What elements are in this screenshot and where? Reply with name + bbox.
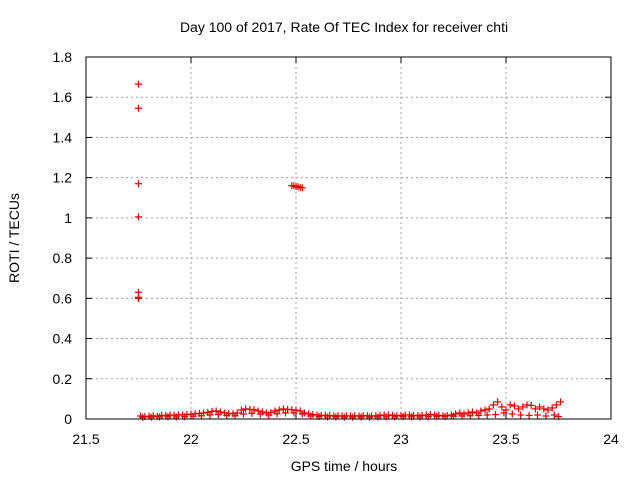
x-axis-title: GPS time / hours: [291, 458, 398, 474]
data-point: [458, 412, 466, 420]
data-point: [548, 404, 556, 412]
data-point: [542, 412, 550, 420]
data-point: [552, 401, 560, 409]
data-point: [483, 411, 491, 419]
y-tick-label: 0.4: [53, 331, 73, 347]
x-tick-label: 23.5: [492, 431, 519, 447]
data-point: [531, 405, 539, 413]
data-point: [147, 413, 155, 421]
data-point: [248, 409, 256, 417]
data-point: [468, 408, 476, 416]
data-point: [506, 401, 514, 409]
data-point: [290, 409, 298, 417]
data-point: [139, 413, 147, 421]
data-point: [525, 411, 533, 419]
y-tick-label: 0.8: [53, 250, 73, 266]
data-point: [298, 184, 306, 192]
data-point: [515, 405, 523, 413]
chart-title: Day 100 of 2017, Rate Of TEC Index for r…: [180, 19, 508, 35]
data-point: [282, 409, 289, 417]
data-point: [489, 401, 497, 409]
data-point: [475, 411, 483, 419]
data-point: [508, 410, 516, 418]
data-point: [212, 407, 220, 415]
data-point: [536, 403, 544, 411]
y-axis-title: ROTI / TECUs: [6, 193, 22, 283]
data-point: [485, 405, 493, 413]
data-point: [519, 403, 527, 411]
data-point: [540, 405, 548, 413]
data-point: [250, 406, 258, 414]
data-point: [231, 412, 239, 420]
y-tick-label: 1.6: [53, 89, 73, 105]
data-point: [498, 403, 506, 411]
y-tick-label: 0.6: [53, 290, 73, 306]
data-point: [534, 411, 541, 419]
y-tick-label: 1.8: [53, 49, 73, 65]
data-point: [273, 410, 281, 418]
data-point: [492, 411, 499, 419]
data-point: [237, 406, 245, 414]
data-point: [135, 294, 142, 302]
data-point: [557, 398, 565, 406]
data-point: [206, 411, 214, 419]
data-point: [135, 104, 142, 112]
data-point: [349, 413, 357, 421]
x-tick-label: 22: [183, 431, 199, 447]
plot-frame: [85, 56, 612, 420]
data-points: [135, 80, 565, 421]
data-point: [135, 80, 142, 88]
data-point: [135, 180, 142, 188]
data-point: [466, 412, 474, 420]
data-point: [307, 412, 315, 420]
data-point: [135, 213, 142, 221]
data-point: [240, 410, 247, 418]
data-point: [481, 406, 489, 414]
data-point: [494, 398, 502, 406]
data-point: [510, 402, 518, 410]
x-tick-label: 24: [603, 431, 619, 447]
data-point: [517, 411, 525, 419]
data-point: [366, 413, 373, 421]
y-tick-label: 1: [64, 210, 72, 226]
axis-ticks: 0 0.2 0.4 0.6 0.8 1 1.2 1.4 1.6 1.8 21.5 22 22.5 23 23…: [53, 49, 619, 447]
data-point: [340, 413, 348, 421]
x-tick-label: 23: [393, 431, 409, 447]
data-point: [298, 410, 306, 418]
data-point: [223, 411, 231, 419]
data-point: [214, 411, 222, 419]
y-tick-label: 1.4: [53, 129, 73, 145]
data-point: [544, 406, 552, 414]
data-point: [550, 411, 558, 419]
data-point: [265, 411, 273, 419]
y-tick-label: 0.2: [53, 371, 73, 387]
x-tick-label: 21.5: [72, 431, 99, 447]
x-tick-label: 22.5: [282, 431, 309, 447]
y-tick-label: 1.2: [53, 170, 73, 186]
data-point: [198, 412, 205, 420]
data-point: [527, 401, 535, 409]
data-point: [500, 409, 508, 417]
data-point: [477, 407, 485, 415]
y-tick-label: 0: [64, 411, 72, 427]
grid: [86, 57, 611, 419]
data-point: [256, 410, 264, 418]
data-point: [275, 406, 283, 414]
